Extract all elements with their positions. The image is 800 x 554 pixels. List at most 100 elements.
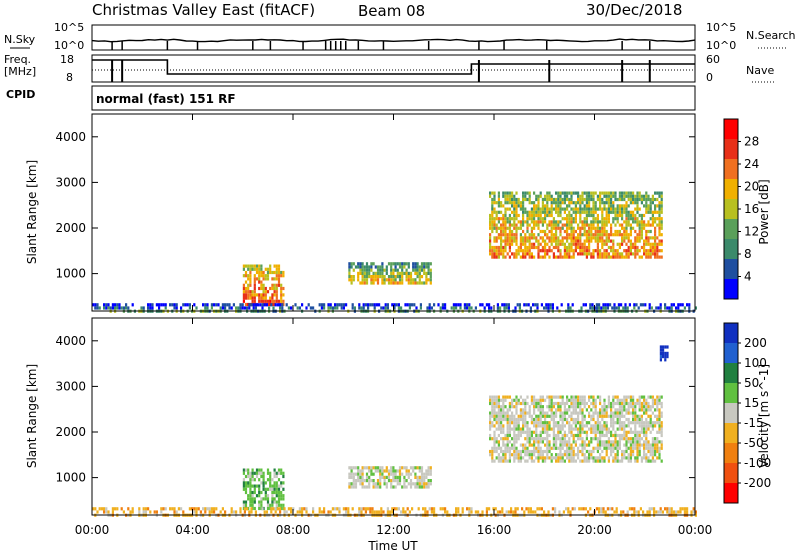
echo-cell bbox=[550, 453, 553, 457]
echo-cell bbox=[405, 472, 408, 476]
echo-cell bbox=[596, 440, 599, 444]
echo-cell bbox=[457, 507, 460, 511]
echo-cell bbox=[585, 421, 588, 425]
echo-cell bbox=[603, 233, 606, 237]
echo-cell bbox=[359, 472, 362, 476]
echo-cell bbox=[632, 440, 635, 444]
echo-cell bbox=[638, 191, 641, 195]
echo-cell bbox=[441, 303, 444, 307]
echo-cell bbox=[603, 201, 606, 205]
echo-cell bbox=[548, 456, 551, 460]
echo-cell bbox=[649, 197, 652, 202]
x-tick-label: 00:00 bbox=[678, 523, 713, 537]
echo-cell bbox=[497, 194, 500, 198]
echo-cell bbox=[654, 210, 657, 214]
echo-cell bbox=[282, 503, 285, 507]
echo-cell bbox=[370, 268, 373, 272]
echo-cell bbox=[557, 236, 560, 240]
echo-cell bbox=[559, 226, 562, 230]
echo-cell bbox=[247, 286, 250, 291]
echo-cell bbox=[528, 249, 531, 253]
echo-cell bbox=[409, 466, 413, 470]
echo-cell bbox=[568, 226, 571, 230]
echo-cell bbox=[242, 487, 245, 491]
echo-cell bbox=[616, 220, 619, 224]
echo-cell bbox=[528, 440, 531, 444]
echo-cell bbox=[579, 405, 582, 409]
echo-cell bbox=[365, 265, 369, 269]
echo-cell bbox=[537, 440, 540, 444]
echo-cell bbox=[504, 446, 507, 450]
echo-cell bbox=[621, 233, 624, 237]
echo-cell bbox=[643, 245, 646, 250]
echo-cell bbox=[277, 478, 281, 482]
echo-cell bbox=[535, 245, 538, 250]
echo-cell bbox=[287, 306, 290, 310]
echo-cell bbox=[574, 242, 577, 246]
echo-cell bbox=[242, 283, 245, 287]
echo-cell bbox=[265, 303, 268, 307]
echo-cell bbox=[656, 236, 659, 240]
echo-cell bbox=[495, 249, 498, 253]
echo-cell bbox=[530, 395, 533, 399]
echo-cell bbox=[381, 469, 384, 473]
echo-cell bbox=[555, 223, 558, 227]
echo-cell bbox=[544, 239, 547, 243]
echo-cell bbox=[599, 424, 602, 428]
echo-cell bbox=[679, 507, 682, 511]
echo-cell bbox=[550, 401, 553, 406]
echo-cell bbox=[309, 306, 312, 310]
echo-cell bbox=[506, 430, 509, 434]
echo-cell bbox=[502, 223, 505, 227]
echo-cell bbox=[588, 245, 591, 250]
echo-cell bbox=[555, 220, 558, 224]
echo-cell bbox=[640, 201, 643, 205]
echo-cell bbox=[429, 275, 432, 279]
echo-cell bbox=[543, 510, 546, 514]
echo-cell bbox=[656, 242, 659, 246]
echo-cell bbox=[138, 507, 141, 511]
echo-cell bbox=[323, 303, 326, 307]
echo-cell bbox=[506, 197, 509, 202]
echo-cell bbox=[634, 207, 637, 211]
echo-cell bbox=[391, 303, 394, 307]
echo-cell bbox=[552, 401, 555, 406]
echo-cell bbox=[592, 459, 595, 463]
echo-cell bbox=[570, 411, 573, 415]
echo-cell bbox=[529, 306, 532, 310]
echo-cell bbox=[260, 503, 263, 507]
echo-cell bbox=[648, 507, 651, 511]
echo-cell bbox=[277, 500, 281, 504]
echo-cell bbox=[537, 456, 540, 460]
echo-cell bbox=[577, 252, 580, 256]
echo-cell bbox=[280, 293, 283, 297]
echo-cell bbox=[604, 306, 607, 310]
echo-cell bbox=[632, 194, 635, 198]
echo-cell bbox=[247, 274, 250, 278]
echo-cell bbox=[280, 484, 283, 488]
echo-cell bbox=[594, 405, 597, 409]
echo-cell bbox=[612, 417, 615, 422]
echo-cell bbox=[271, 487, 274, 491]
echo-cell bbox=[643, 456, 646, 460]
echo-cell bbox=[610, 226, 613, 230]
echo-cell bbox=[588, 239, 591, 243]
echo-cell bbox=[394, 268, 397, 272]
echo-cell bbox=[398, 281, 402, 285]
echo-cell bbox=[403, 466, 406, 470]
echo-cell bbox=[632, 210, 635, 214]
echo-cell bbox=[588, 201, 591, 205]
echo-cell bbox=[581, 245, 584, 250]
echo-cell bbox=[616, 453, 619, 457]
echo-cell bbox=[379, 271, 382, 275]
echo-cell bbox=[374, 275, 377, 279]
echo-cell bbox=[658, 239, 661, 243]
echo-cell bbox=[491, 453, 494, 457]
echo-cell bbox=[358, 510, 361, 514]
echo-cell bbox=[579, 459, 582, 463]
echo-cell bbox=[513, 233, 516, 237]
echo-cell bbox=[598, 303, 601, 307]
echo-cell bbox=[260, 471, 263, 475]
echo-cell bbox=[254, 303, 257, 307]
echo-cell bbox=[550, 411, 553, 415]
